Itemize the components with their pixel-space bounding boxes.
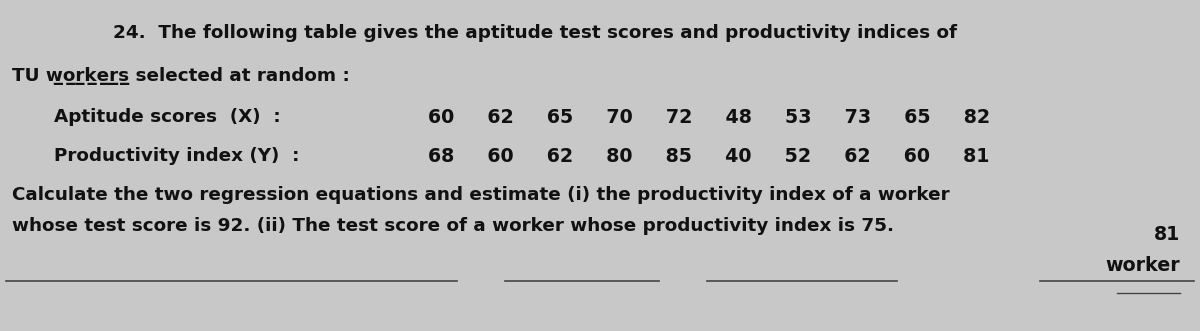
Text: worker: worker [1105, 256, 1180, 275]
Text: whose test score is 92. (ii) The test score of a worker whose productivity index: whose test score is 92. (ii) The test sc… [12, 217, 894, 235]
Text: 68     60     62     80     85     40     52     62     60     81: 68 60 62 80 85 40 52 62 60 81 [427, 147, 989, 166]
Text: 60     62     65     70     72     48     53     73     65     82: 60 62 65 70 72 48 53 73 65 82 [427, 109, 990, 127]
Text: Calculate the two regression equations and estimate (i) the productivity index o: Calculate the two regression equations a… [12, 186, 949, 205]
Text: Aptitude scores  (X)  :: Aptitude scores (X) : [54, 109, 280, 126]
Text: 24.  The following table gives the aptitude test scores and productivity indices: 24. The following table gives the aptitu… [113, 24, 956, 42]
Text: Productivity index (Y)  :: Productivity index (Y) : [54, 147, 299, 166]
Text: TU w̲o̲r̲k̲e̲r̲s̲ selected at random :: TU w̲o̲r̲k̲e̲r̲s̲ selected at random : [12, 68, 349, 85]
Text: 81: 81 [1153, 225, 1180, 244]
